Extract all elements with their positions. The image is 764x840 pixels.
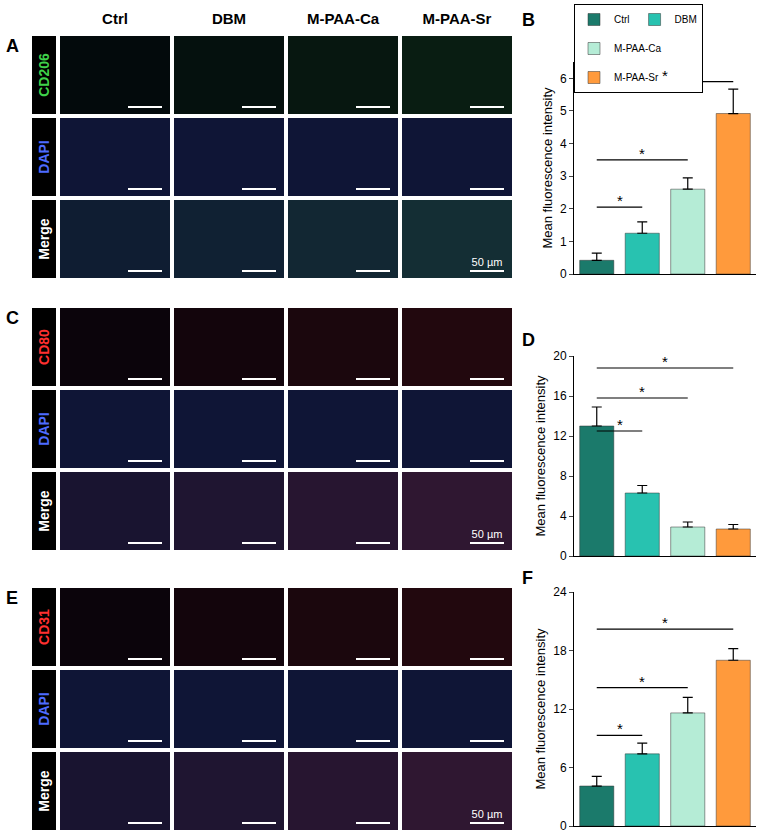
- svg-text:16: 16: [553, 389, 567, 403]
- svg-text:Merge: Merge: [36, 490, 52, 531]
- svg-text:DAPI: DAPI: [36, 692, 52, 725]
- svg-text:6: 6: [560, 761, 567, 775]
- svg-text:DAPI: DAPI: [36, 140, 52, 173]
- svg-text:*: *: [617, 416, 623, 433]
- svg-text:12: 12: [553, 429, 567, 443]
- svg-text:50 µm: 50 µm: [472, 808, 503, 820]
- svg-text:Merge: Merge: [36, 770, 52, 811]
- svg-text:M-PAA-Ca: M-PAA-Ca: [614, 43, 661, 54]
- svg-text:Ctrl: Ctrl: [614, 14, 630, 25]
- svg-text:*: *: [662, 353, 668, 370]
- svg-text:DBM: DBM: [675, 14, 697, 25]
- svg-text:DBM: DBM: [212, 10, 246, 27]
- svg-text:2: 2: [560, 202, 567, 216]
- svg-text:*: *: [662, 614, 668, 631]
- svg-text:5: 5: [560, 104, 567, 118]
- svg-text:50 µm: 50 µm: [472, 256, 503, 268]
- svg-text:M-PAA-Sr: M-PAA-Sr: [423, 10, 492, 27]
- svg-text:CD206: CD206: [36, 53, 52, 97]
- svg-text:D: D: [522, 330, 535, 350]
- svg-text:M-PAA-Ca: M-PAA-Ca: [307, 10, 380, 27]
- svg-text:6: 6: [560, 72, 567, 86]
- svg-text:E: E: [6, 588, 18, 608]
- svg-text:50 µm: 50 µm: [472, 528, 503, 540]
- svg-text:*: *: [662, 67, 668, 84]
- svg-text:*: *: [639, 145, 645, 162]
- svg-text:3: 3: [560, 169, 567, 183]
- svg-text:M-PAA-Sr: M-PAA-Sr: [614, 72, 659, 83]
- svg-text:Mean fluorescence intensity: Mean fluorescence intensity: [533, 375, 548, 537]
- svg-text:4: 4: [560, 509, 567, 523]
- svg-text:20: 20: [553, 349, 567, 363]
- svg-text:24: 24: [553, 585, 567, 599]
- svg-text:A: A: [6, 36, 19, 56]
- svg-text:4: 4: [560, 137, 567, 151]
- svg-text:Mean fluorescence intensity: Mean fluorescence intensity: [540, 87, 555, 249]
- svg-text:C: C: [6, 308, 19, 328]
- svg-text:8: 8: [560, 469, 567, 483]
- svg-text:Mean fluorescence intensity: Mean fluorescence intensity: [533, 628, 548, 790]
- svg-text:12: 12: [553, 702, 567, 716]
- svg-text:F: F: [522, 568, 533, 588]
- svg-text:Ctrl: Ctrl: [102, 10, 128, 27]
- svg-text:*: *: [639, 673, 645, 690]
- svg-text:18: 18: [553, 644, 567, 658]
- svg-text:1: 1: [560, 235, 567, 249]
- svg-text:*: *: [639, 383, 645, 400]
- svg-text:Merge: Merge: [36, 218, 52, 259]
- svg-text:*: *: [617, 192, 623, 209]
- svg-text:0: 0: [560, 267, 567, 281]
- svg-text:CD80: CD80: [36, 329, 52, 365]
- svg-text:0: 0: [560, 549, 567, 563]
- svg-text:*: *: [617, 720, 623, 737]
- svg-text:0: 0: [560, 819, 567, 833]
- svg-text:DAPI: DAPI: [36, 412, 52, 445]
- svg-text:B: B: [522, 10, 535, 30]
- svg-text:CD31: CD31: [36, 609, 52, 645]
